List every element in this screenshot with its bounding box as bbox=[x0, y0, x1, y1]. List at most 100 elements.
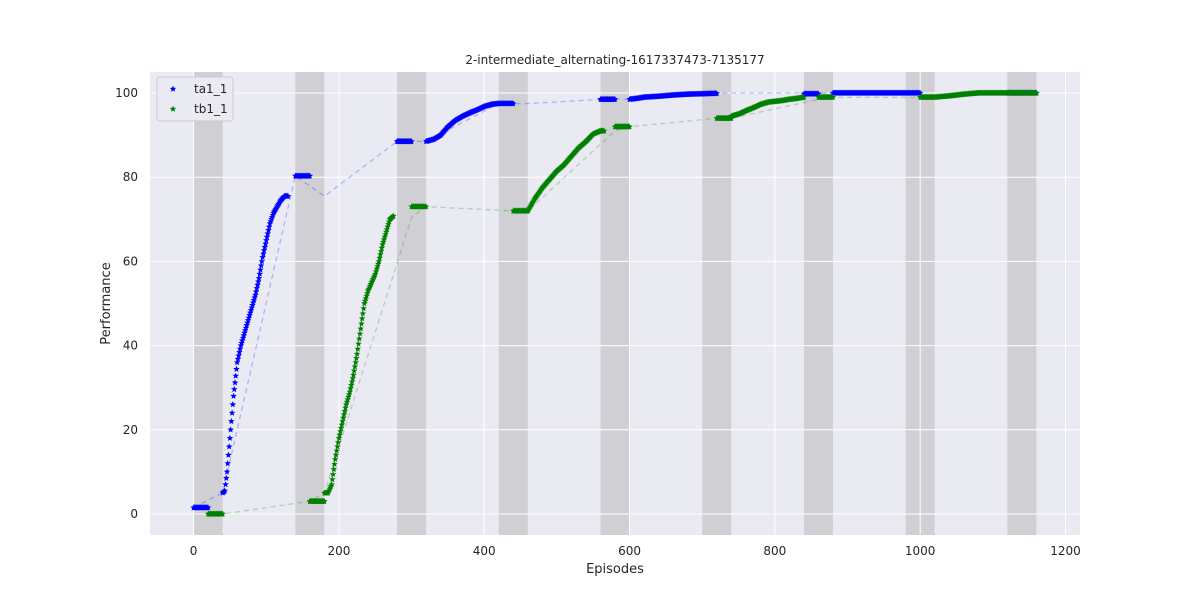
point-tb1_1 bbox=[219, 510, 226, 517]
point-ta1_1 bbox=[306, 172, 314, 179]
point-tb1_1 bbox=[380, 236, 388, 243]
point-ta1_1 bbox=[245, 314, 252, 321]
x-tick-label: 600 bbox=[618, 544, 641, 558]
point-ta1_1 bbox=[264, 230, 271, 237]
point-tb1_1 bbox=[345, 393, 352, 400]
point-ta1_1 bbox=[252, 291, 259, 298]
point-ta1_1 bbox=[229, 401, 237, 408]
point-tb1_1 bbox=[338, 421, 345, 428]
point-ta1_1 bbox=[611, 96, 619, 103]
point-tb1_1 bbox=[358, 320, 365, 327]
point-tb1_1 bbox=[374, 260, 382, 267]
point-tb1_1 bbox=[829, 93, 837, 100]
point-ta1_1 bbox=[254, 281, 261, 288]
point-tb1_1 bbox=[377, 247, 385, 255]
point-ta1_1 bbox=[284, 192, 292, 199]
point-tb1_1 bbox=[335, 434, 343, 441]
point-tb1_1 bbox=[357, 325, 364, 332]
point-tb1_1 bbox=[385, 218, 393, 225]
point-ta1_1 bbox=[247, 306, 255, 313]
point-tb1_1 bbox=[353, 354, 360, 361]
point-tb1_1 bbox=[340, 414, 347, 421]
grid bbox=[150, 72, 1080, 535]
point-ta1_1 bbox=[242, 324, 250, 331]
point-tb1_1 bbox=[385, 221, 392, 228]
x-tick-label: 800 bbox=[763, 544, 786, 558]
legend-marker-tb1_1 bbox=[169, 105, 177, 112]
y-tick-label: 0 bbox=[130, 507, 138, 521]
point-tb1_1 bbox=[353, 350, 361, 357]
point-ta1_1 bbox=[241, 327, 249, 334]
point-ta1_1 bbox=[510, 100, 517, 107]
shaded-region-3 bbox=[498, 72, 528, 535]
shaded-region-0 bbox=[193, 72, 223, 535]
point-ta1_1 bbox=[231, 386, 238, 393]
point-tb1_1 bbox=[332, 455, 339, 462]
y-tick-label: 40 bbox=[123, 339, 138, 353]
point-ta1_1 bbox=[265, 223, 273, 230]
point-ta1_1 bbox=[222, 481, 229, 488]
point-ta1_1 bbox=[243, 322, 250, 329]
point-tb1_1 bbox=[329, 471, 337, 478]
point-ta1_1 bbox=[236, 348, 243, 356]
shaded-region-6 bbox=[803, 72, 833, 535]
point-tb1_1 bbox=[359, 310, 367, 317]
point-ta1_1 bbox=[408, 138, 415, 145]
point-ta1_1 bbox=[249, 301, 256, 308]
shaded-region-5 bbox=[702, 72, 732, 535]
x-tick-label: 1200 bbox=[1050, 544, 1081, 558]
point-tb1_1 bbox=[348, 381, 355, 388]
point-ta1_1 bbox=[234, 355, 242, 362]
point-tb1_1 bbox=[344, 396, 351, 403]
point-tb1_1 bbox=[364, 290, 371, 297]
point-tb1_1 bbox=[422, 203, 430, 210]
point-ta1_1 bbox=[244, 316, 252, 324]
point-ta1_1 bbox=[237, 342, 245, 349]
point-ta1_1 bbox=[246, 311, 253, 318]
point-ta1_1 bbox=[263, 233, 271, 240]
point-tb1_1 bbox=[379, 241, 386, 248]
point-ta1_1 bbox=[255, 274, 263, 281]
series-ta1_1 bbox=[190, 89, 1040, 511]
point-ta1_1 bbox=[250, 296, 258, 303]
point-tb1_1 bbox=[358, 315, 366, 322]
point-tb1_1 bbox=[349, 375, 356, 382]
point-tb1_1 bbox=[800, 93, 808, 100]
point-tb1_1 bbox=[383, 226, 391, 233]
point-ta1_1 bbox=[239, 337, 246, 344]
point-ta1_1 bbox=[256, 270, 263, 277]
point-tb1_1 bbox=[334, 443, 341, 450]
point-ta1_1 bbox=[224, 460, 231, 467]
point-ta1_1 bbox=[204, 504, 212, 511]
legend: ta1_1 tb1_1 bbox=[156, 76, 234, 122]
point-tb1_1 bbox=[626, 123, 633, 130]
point-tb1_1 bbox=[356, 330, 364, 337]
point-ta1_1 bbox=[230, 392, 237, 399]
point-tb1_1 bbox=[360, 305, 367, 312]
point-ta1_1 bbox=[261, 243, 268, 250]
point-tb1_1 bbox=[346, 388, 353, 395]
point-tb1_1 bbox=[342, 404, 349, 411]
point-tb1_1 bbox=[337, 428, 344, 435]
point-tb1_1 bbox=[345, 391, 353, 398]
point-ta1_1 bbox=[227, 426, 234, 433]
point-tb1_1 bbox=[334, 439, 342, 446]
chart-title: 2-intermediate_alternating-1617337473-71… bbox=[465, 53, 764, 67]
point-ta1_1 bbox=[225, 451, 232, 458]
point-ta1_1 bbox=[231, 379, 239, 386]
tick-labels: 0 200 400 600 800 1000 1200 0 20 40 60 80 100 bbox=[115, 86, 1081, 558]
point-tb1_1 bbox=[382, 228, 390, 235]
point-tb1_1 bbox=[340, 411, 348, 418]
x-tick-label: 1000 bbox=[905, 544, 936, 558]
point-ta1_1 bbox=[244, 319, 251, 326]
point-ta1_1 bbox=[815, 90, 822, 97]
legend-marker-ta1_1 bbox=[169, 85, 177, 92]
point-tb1_1 bbox=[361, 297, 369, 304]
point-tb1_1 bbox=[329, 476, 336, 483]
point-ta1_1 bbox=[251, 294, 258, 301]
point-tb1_1 bbox=[336, 431, 343, 438]
point-tb1_1 bbox=[372, 268, 380, 275]
point-tb1_1 bbox=[341, 407, 348, 414]
legend-label-ta1_1: ta1_1 bbox=[194, 82, 227, 96]
